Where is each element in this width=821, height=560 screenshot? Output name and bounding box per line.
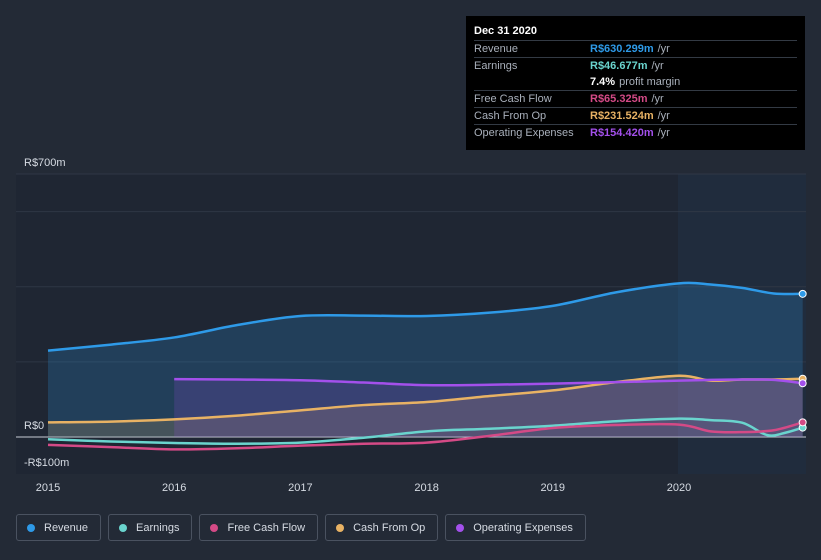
y-label-zero: R$0 (24, 420, 44, 432)
endpoint-fcf (798, 418, 807, 427)
series-lines (47, 281, 804, 451)
tooltip-value: R$231.524m (590, 110, 654, 122)
tooltip-unit: /yr (651, 60, 664, 72)
tooltip-label: Cash From Op (474, 110, 547, 122)
data-tooltip: Dec 31 2020 Revenue R$630.299m /yr Earni… (466, 16, 805, 150)
legend-label: Earnings (136, 521, 180, 534)
tooltip-unit: /yr (657, 43, 670, 55)
y-label-bottom: -R$100m (24, 457, 69, 469)
gridlines (16, 173, 806, 438)
x-tick-label: 2017 (288, 482, 312, 494)
tooltip-row-opex: Operating Expenses R$154.420m /yr (474, 125, 797, 141)
tooltip-date: Dec 31 2020 (474, 23, 797, 41)
line-opex (174, 377, 803, 387)
profit-margin-value: 7.4% (590, 76, 616, 88)
y-label-top: R$700m (24, 157, 66, 169)
legend-label: Revenue (44, 521, 89, 534)
legend-dot-icon (456, 523, 465, 532)
legend-free-cash-flow[interactable]: Free Cash Flow (199, 514, 319, 541)
area-opex (174, 379, 803, 437)
legend-label: Cash From Op (353, 521, 426, 534)
tooltip-value: R$630.299m (590, 43, 654, 55)
x-tick-label: 2018 (414, 482, 438, 494)
profit-margin-label: profit margin (619, 76, 681, 88)
x-axis-ticks: 2015 2016 2017 2018 2019 2020 (36, 482, 691, 494)
line-earnings (47, 417, 804, 446)
forecast-highlight (678, 174, 806, 474)
tooltip-unit: /yr (657, 110, 670, 122)
tooltip-row-earnings: Earnings R$46.677m /yr (474, 58, 797, 74)
legend-label: Operating Expenses (473, 521, 573, 534)
series-endpoints (798, 289, 807, 432)
legend-dot-icon (27, 523, 35, 532)
tooltip-value: R$154.420m (590, 127, 654, 139)
endpoint-opex (798, 379, 807, 388)
x-tick-label: 2015 (36, 482, 60, 494)
tooltip-value: R$46.677m (590, 60, 648, 72)
legend-label: Free Cash Flow (227, 521, 306, 534)
tooltip-row-cash-from-op: Cash From Op R$231.524m /yr (474, 108, 797, 125)
legend-revenue[interactable]: Revenue (16, 514, 102, 541)
legend-operating-expenses[interactable]: Operating Expenses (445, 514, 586, 541)
tooltip-unit: /yr (657, 127, 670, 139)
tooltip-label: Earnings (474, 60, 518, 72)
x-tick-label: 2016 (162, 482, 186, 494)
tooltip-label (474, 74, 590, 90)
legend-dot-icon (336, 523, 345, 532)
tooltip-label: Operating Expenses (474, 127, 574, 139)
tooltip-unit: /yr (651, 93, 664, 105)
endpoint-revenue (798, 289, 807, 298)
x-tick-label: 2020 (667, 482, 691, 494)
legend-dot-icon (210, 523, 219, 532)
legend-earnings[interactable]: Earnings (108, 514, 193, 541)
x-tick-label: 2019 (541, 482, 565, 494)
tooltip-row-revenue: Revenue R$630.299m /yr (474, 41, 797, 58)
tooltip-value: R$65.325m (590, 93, 648, 105)
chart-legend: Revenue Earnings Free Cash Flow Cash Fro… (16, 514, 586, 541)
line-fcf (47, 421, 804, 451)
line-revenue (47, 281, 803, 352)
legend-dot-icon (119, 523, 128, 532)
tooltip-label: Revenue (474, 43, 519, 55)
tooltip-row-profit-margin: 7.4% profit margin (474, 74, 797, 91)
legend-cash-from-op[interactable]: Cash From Op (325, 514, 439, 541)
area-revenue (48, 282, 803, 437)
tooltip-row-fcf: Free Cash Flow R$65.325m /yr (474, 91, 797, 108)
tooltip-label: Free Cash Flow (474, 93, 552, 105)
